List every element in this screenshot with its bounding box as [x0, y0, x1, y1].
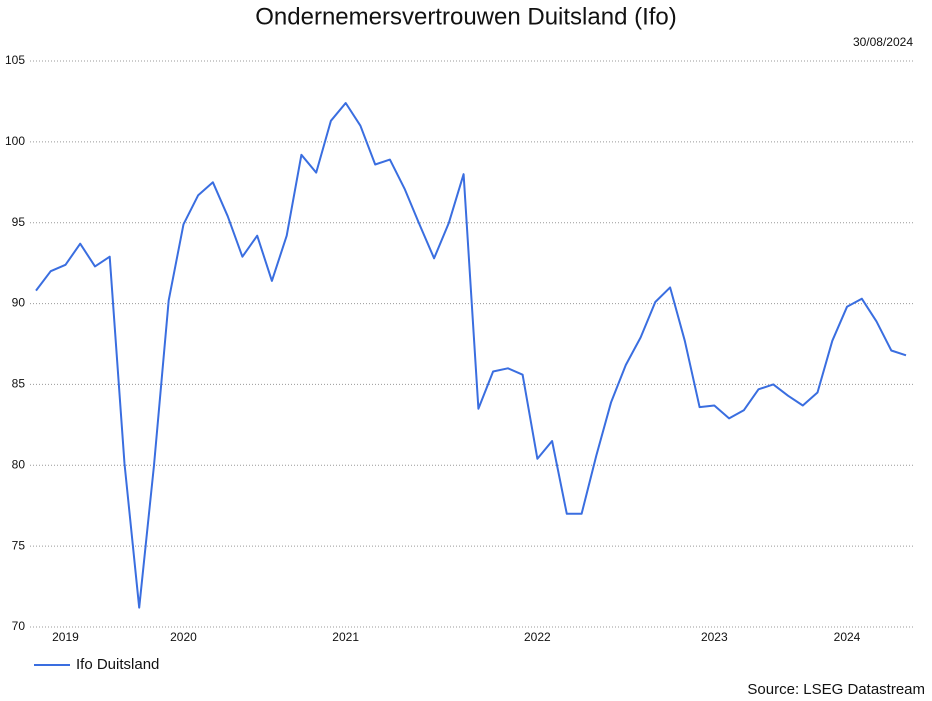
series-line	[35, 102, 907, 609]
y-tick-label: 95	[12, 215, 26, 229]
x-tick-label: 2020	[170, 630, 197, 644]
x-tick-label: 2023	[701, 630, 728, 644]
legend-label: Ifo Duitsland	[76, 656, 159, 673]
y-tick-label: 90	[12, 296, 26, 310]
y-tick-label: 100	[5, 134, 25, 148]
y-tick-label: 85	[12, 377, 26, 391]
y-tick-label: 80	[12, 457, 26, 471]
chart-title: Ondernemersvertrouwen Duitsland (Ifo)	[255, 3, 677, 30]
x-tick-label: 2022	[524, 630, 551, 644]
x-tick-label: 2024	[834, 630, 861, 644]
x-tick-label: 2019	[52, 630, 79, 644]
y-tick-label: 75	[12, 538, 26, 552]
y-tick-label: 70	[12, 619, 26, 633]
y-tick-label: 105	[5, 53, 25, 67]
date-label: 30/08/2024	[853, 35, 913, 49]
x-tick-label: 2021	[332, 630, 359, 644]
source: Source: LSEG Datastream	[747, 681, 925, 698]
